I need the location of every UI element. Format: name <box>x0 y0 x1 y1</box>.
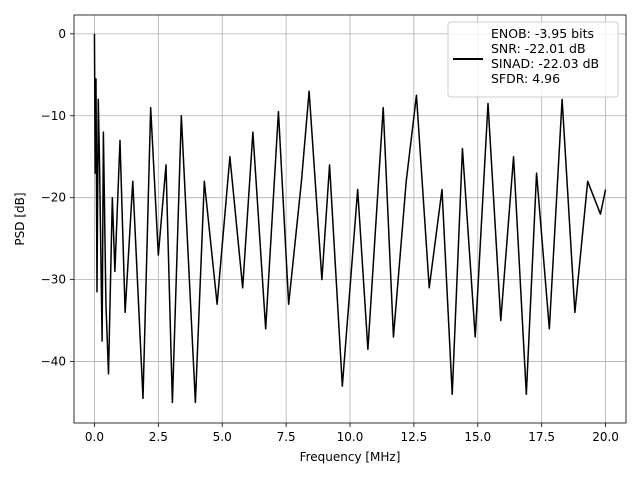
x-tick-label: 5.0 <box>213 430 232 444</box>
psd-series-line <box>93 33 607 404</box>
y-tick-label: −30 <box>41 273 66 287</box>
legend-text-snr: SNR: -22.01 dB <box>491 41 586 56</box>
data-layer <box>93 33 607 404</box>
x-tick-label: 17.5 <box>528 430 555 444</box>
x-tick-label: 20.0 <box>592 430 619 444</box>
y-tick-label: 0 <box>58 27 66 41</box>
legend: ENOB: -3.95 bits SNR: -22.01 dB SINAD: -… <box>447 21 619 98</box>
tick-layer: 0.0 2.5 5.0 7.5 10.0 12.5 15.0 17.5 20.0 0 −10 −20 −… <box>41 27 619 444</box>
legend-text-sfdr: SFDR: 4.96 <box>491 71 560 86</box>
legend-text-enob: ENOB: -3.95 bits <box>491 26 594 41</box>
x-tick-label: 0.0 <box>85 430 104 444</box>
y-tick-label: −40 <box>41 355 66 369</box>
x-tick-label: 2.5 <box>149 430 168 444</box>
y-axis-label: PSD [dB] <box>13 192 27 245</box>
x-tick-label: 15.0 <box>464 430 491 444</box>
x-tick-label: 7.5 <box>277 430 296 444</box>
legend-box <box>447 21 619 98</box>
y-tick-label: −10 <box>41 109 66 123</box>
x-tick-label: 12.5 <box>401 430 428 444</box>
x-axis-label: Frequency [MHz] <box>300 450 401 464</box>
y-tick-label: −20 <box>41 191 66 205</box>
legend-text-sinad: SINAD: -22.03 dB <box>491 56 599 71</box>
x-tick-label: 10.0 <box>337 430 364 444</box>
